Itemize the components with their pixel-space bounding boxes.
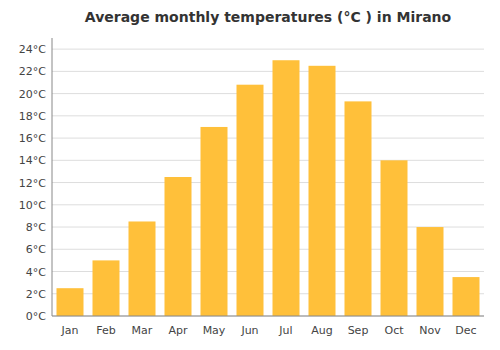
grid-line: [52, 182, 484, 183]
y-axis-line: [52, 38, 53, 316]
bar: [345, 101, 372, 316]
title: Average monthly temperatures (°C ) in Mi…: [85, 9, 452, 25]
bar: [165, 177, 192, 316]
y-tick-label: 0°C: [26, 310, 46, 323]
x-tick-label: Feb: [96, 324, 115, 337]
x-tick-label: Apr: [168, 324, 188, 337]
bar: [309, 66, 336, 316]
y-tick-label: 24°C: [19, 43, 46, 56]
bar: [273, 60, 300, 316]
grid-line: [52, 138, 484, 139]
bar: [453, 277, 480, 316]
grid-line: [52, 93, 484, 94]
bar: [129, 221, 156, 316]
x-tick-label: Aug: [311, 324, 332, 337]
grid-line: [52, 160, 484, 161]
grid-line: [52, 204, 484, 205]
chart: Average monthly temperatures (°C ) in Mi…: [0, 0, 500, 350]
x-tick-label: May: [203, 324, 226, 337]
bar: [201, 127, 228, 316]
grid-line: [52, 49, 484, 50]
y-tick-label: 16°C: [19, 132, 46, 145]
y-tick-label: 4°C: [26, 266, 46, 279]
y-tick-label: 10°C: [19, 199, 46, 212]
x-tick-label: Oct: [384, 324, 404, 337]
y-tick-label: 18°C: [19, 110, 46, 123]
x-tick-label: Jun: [240, 324, 258, 337]
y-tick-label: 20°C: [19, 88, 46, 101]
bar: [93, 260, 120, 316]
bar: [57, 288, 84, 316]
y-tick-label: 6°C: [26, 243, 46, 256]
y-tick-label: 12°C: [19, 177, 46, 190]
x-tick-label: Sep: [348, 324, 369, 337]
x-tick-label: Jan: [61, 324, 79, 337]
bar: [237, 85, 264, 316]
x-axis-line: [52, 316, 484, 317]
grid: [52, 49, 484, 316]
y-tick-label: 14°C: [19, 154, 46, 167]
y-tick-label: 2°C: [26, 288, 46, 301]
bars: [57, 60, 480, 316]
x-tick-label: Mar: [132, 324, 153, 337]
grid-line: [52, 71, 484, 72]
x-tick-label: Nov: [419, 324, 441, 337]
y-tick-label: 8°C: [26, 221, 46, 234]
y-tick-label: 22°C: [19, 65, 46, 78]
bar: [381, 160, 408, 316]
x-tick-label: Jul: [278, 324, 292, 337]
bar: [417, 227, 444, 316]
x-tick-label: Dec: [455, 324, 476, 337]
grid-line: [52, 115, 484, 116]
grid-line: [52, 316, 484, 317]
